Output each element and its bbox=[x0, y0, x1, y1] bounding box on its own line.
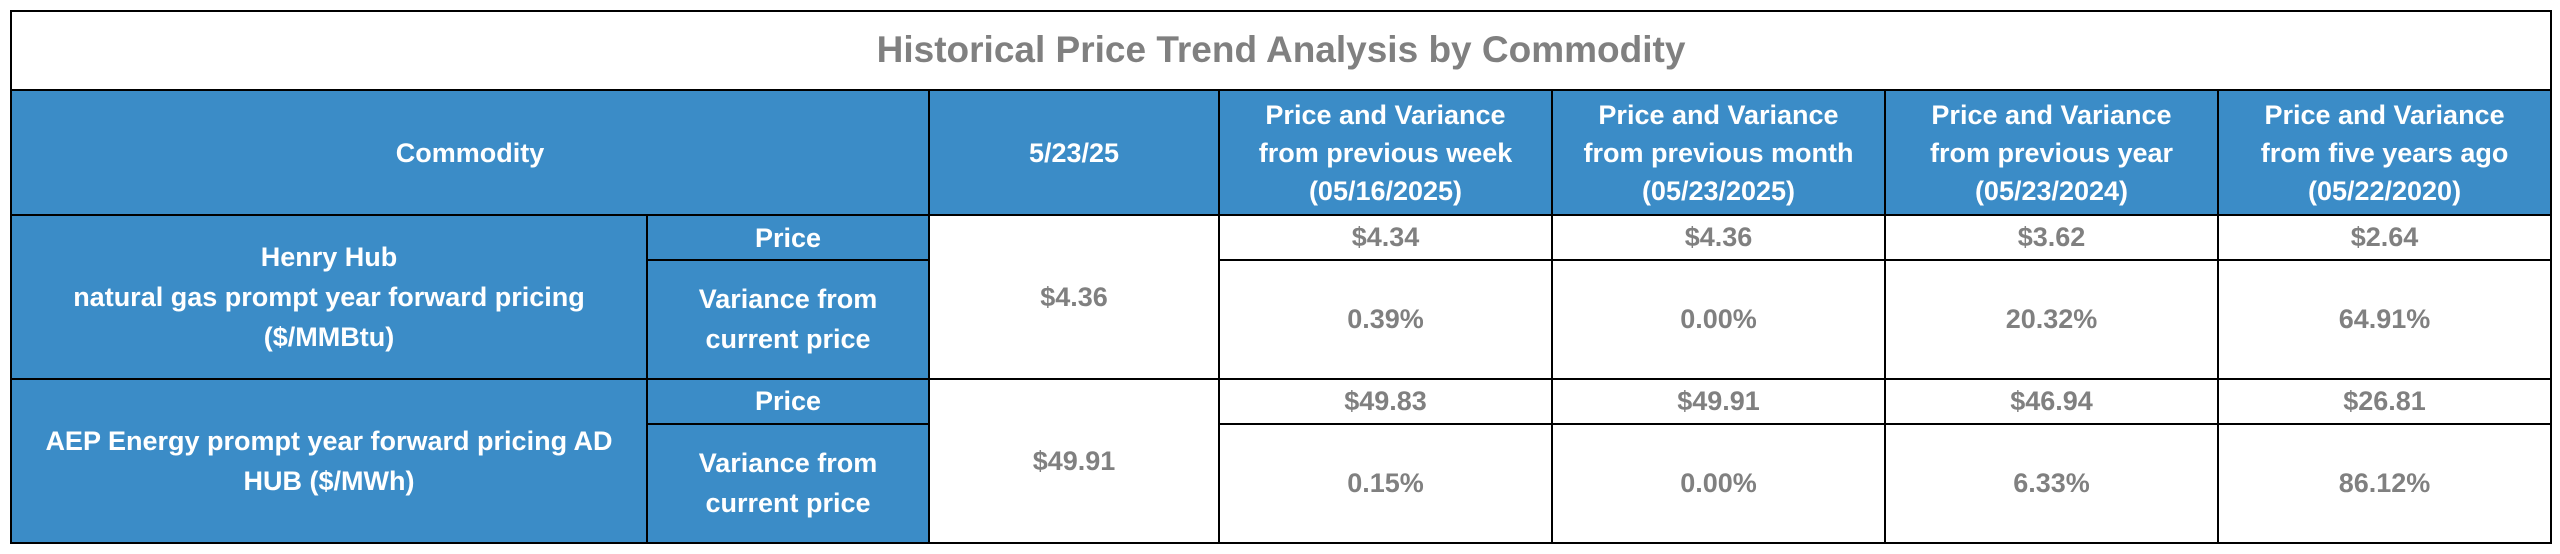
header-five-years-line1: Price and Variance bbox=[2264, 99, 2505, 130]
variance-cell: 0.00% bbox=[1551, 422, 1886, 545]
commodity-name-line: HUB ($/MWh) bbox=[243, 466, 415, 497]
table-row: AEP Energy prompt year forward pricing A… bbox=[10, 378, 2553, 544]
variance-label-line2: current price bbox=[705, 324, 871, 355]
variance-label-line1: Variance from bbox=[698, 284, 878, 315]
price-cell: $49.91 bbox=[1551, 378, 1886, 425]
table-title: Historical Price Trend Analysis by Commo… bbox=[9, 10, 2553, 91]
table-row: Henry Hub natural gas prompt year forwar… bbox=[10, 214, 2553, 381]
variance-cell: 20.32% bbox=[1884, 258, 2219, 381]
price-label: Price bbox=[646, 214, 930, 261]
price-cell: $26.81 bbox=[2216, 378, 2553, 425]
current-price-cell: $4.36 bbox=[928, 214, 1220, 381]
header-year: Price and Variance from previous year (0… bbox=[1884, 88, 2219, 217]
header-month-line3: (05/23/2025) bbox=[1641, 175, 1796, 206]
price-cell: $2.64 bbox=[2216, 214, 2553, 261]
price-label: Price bbox=[646, 378, 930, 425]
table-row: Variance from current price 0.15% 0.00% … bbox=[11, 422, 2553, 545]
variance-cell: 0.00% bbox=[1551, 258, 1886, 381]
price-cell: $4.34 bbox=[1218, 214, 1553, 261]
header-current-date: 5/23/25 bbox=[928, 88, 1220, 217]
variance-label: Variance from current price bbox=[646, 258, 930, 381]
header-five-years-line3: (05/22/2020) bbox=[2307, 175, 2462, 206]
variance-cell: 0.15% bbox=[1218, 422, 1553, 545]
header-month-line2: from previous month bbox=[1583, 137, 1854, 168]
commodity-name-line: AEP Energy prompt year forward pricing A… bbox=[45, 426, 613, 457]
price-trend-table: Historical Price Trend Analysis by Commo… bbox=[9, 10, 2553, 545]
variance-cell: 64.91% bbox=[2216, 258, 2553, 381]
header-five-years: Price and Variance from five years ago (… bbox=[2216, 88, 2553, 217]
variance-cell: 0.39% bbox=[1218, 258, 1553, 381]
header-five-years-line2: from five years ago bbox=[2260, 137, 2509, 168]
header-year-line1: Price and Variance bbox=[1931, 99, 2172, 130]
header-month: Price and Variance from previous month (… bbox=[1551, 88, 1886, 217]
commodity-name-henry-hub: Henry Hub natural gas prompt year forwar… bbox=[10, 214, 648, 381]
variance-label-line2: current price bbox=[705, 488, 871, 519]
price-cell: $49.83 bbox=[1218, 378, 1553, 425]
current-price-cell: $49.91 bbox=[928, 378, 1220, 544]
commodity-name-line: Henry Hub bbox=[260, 242, 398, 273]
variance-label-line1: Variance from bbox=[698, 448, 878, 479]
header-month-line1: Price and Variance bbox=[1598, 99, 1839, 130]
commodity-name-line: ($/MMBtu) bbox=[263, 322, 395, 353]
header-week-line2: from previous week bbox=[1258, 137, 1513, 168]
header-week: Price and Variance from previous week (0… bbox=[1218, 88, 1553, 217]
price-cell: $3.62 bbox=[1884, 214, 2219, 261]
header-commodity: Commodity bbox=[10, 88, 930, 217]
price-trend-table-container: Historical Price Trend Analysis by Commo… bbox=[9, 10, 2553, 545]
variance-label: Variance from current price bbox=[646, 422, 930, 545]
header-year-line2: from previous year bbox=[1929, 137, 2174, 168]
variance-cell: 6.33% bbox=[1884, 422, 2219, 545]
header-year-line3: (05/23/2024) bbox=[1974, 175, 2129, 206]
price-cell: $46.94 bbox=[1884, 378, 2219, 425]
header-week-line3: (05/16/2025) bbox=[1308, 175, 1463, 206]
commodity-name-aep-energy: AEP Energy prompt year forward pricing A… bbox=[10, 378, 648, 544]
commodity-name-line: natural gas prompt year forward pricing bbox=[73, 282, 585, 313]
variance-cell: 86.12% bbox=[2216, 422, 2553, 545]
table-row: Variance from current price 0.39% 0.00% … bbox=[11, 258, 2553, 381]
header-week-line1: Price and Variance bbox=[1265, 99, 1506, 130]
price-cell: $4.36 bbox=[1551, 214, 1886, 261]
